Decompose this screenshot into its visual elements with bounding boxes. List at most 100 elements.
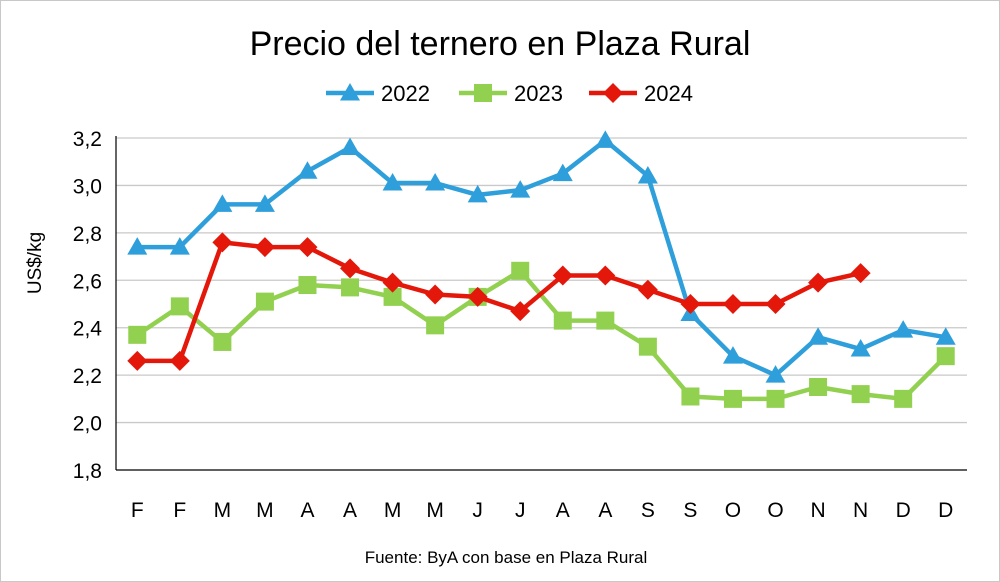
legend-item-2022: 2022: [326, 81, 430, 106]
y-tick-label: 2,6: [73, 270, 102, 293]
legend-marker: [603, 83, 623, 103]
legend-label: 2024: [644, 81, 693, 106]
x-tick-label: O: [767, 499, 783, 522]
series-line-2024: [137, 240, 862, 364]
data-point-2022: [467, 184, 488, 203]
legend-label: 2023: [514, 81, 563, 106]
data-point-2024: [850, 263, 871, 284]
data-point-2022: [340, 137, 361, 155]
x-tick-label: N: [853, 499, 868, 522]
data-point-2023: [383, 287, 402, 306]
y-tick-label: 2,8: [73, 223, 102, 246]
y-tick-label: 2,2: [73, 365, 102, 388]
data-point-2023: [851, 385, 870, 404]
data-point-2022: [893, 320, 914, 338]
x-tick-label: D: [938, 499, 953, 522]
y-tick-label: 3,2: [73, 128, 102, 151]
x-tick-label: S: [641, 499, 655, 522]
data-point-2022: [510, 180, 531, 198]
data-point-2024: [765, 294, 786, 314]
data-point-2024: [425, 284, 446, 305]
x-tick-label: M: [256, 499, 274, 522]
data-point-2022: [127, 237, 148, 255]
y-tick-labels: 1,8 2,0 2,2 2,4 2,6 2,8 3,0 3,2: [73, 128, 103, 483]
data-point-2024: [722, 294, 743, 314]
data-point-2023: [511, 261, 530, 280]
series-group: [127, 130, 956, 408]
data-point-2023: [809, 378, 828, 396]
data-point-2024: [808, 272, 829, 293]
data-point-2023: [213, 332, 232, 351]
data-point-2022: [722, 346, 743, 364]
x-tick-label: A: [598, 499, 612, 522]
data-point-2023: [341, 278, 360, 297]
gridlines: [116, 137, 967, 424]
data-point-2023: [128, 325, 147, 344]
y-tick-label: 2,4: [73, 318, 103, 341]
axes: [115, 136, 967, 471]
y-tick-label: 2,0: [73, 413, 102, 436]
data-point-2022: [765, 365, 786, 383]
data-point-2023: [426, 316, 445, 335]
y-axis-label: US$/kg: [25, 232, 46, 294]
series-2023: [128, 261, 955, 408]
data-point-2024: [680, 294, 701, 314]
data-point-2024: [467, 286, 488, 307]
data-point-2023: [170, 297, 189, 316]
data-point-2022: [850, 339, 871, 357]
data-point-2022: [595, 130, 616, 148]
legend-marker: [474, 84, 492, 102]
data-point-2022: [297, 161, 318, 179]
data-point-2023: [766, 389, 785, 408]
data-point-2022: [254, 194, 275, 212]
data-point-2022: [425, 173, 446, 191]
data-point-2023: [723, 389, 742, 408]
data-point-2023: [681, 387, 700, 406]
x-tick-label: S: [683, 499, 697, 522]
data-point-2024: [382, 272, 403, 293]
data-point-2022: [808, 327, 829, 345]
x-tick-label: A: [343, 499, 357, 522]
source-note: Fuente: ByA con base en Plaza Rural: [365, 548, 648, 567]
x-tick-label: N: [810, 499, 825, 522]
data-point-2024: [340, 258, 361, 279]
series-2022: [127, 130, 956, 383]
data-point-2023: [596, 311, 615, 330]
legend-item-2023: 2023: [459, 81, 563, 106]
data-point-2022: [212, 194, 233, 212]
data-point-2023: [255, 292, 274, 311]
data-point-2022: [382, 173, 403, 191]
x-tick-label: M: [214, 499, 232, 522]
y-tick-label: 3,0: [73, 175, 102, 198]
data-point-2024: [510, 301, 531, 322]
legend: 2022 2023 2024: [326, 81, 693, 106]
data-point-2023: [638, 337, 657, 356]
data-point-2024: [127, 350, 148, 371]
data-point-2024: [169, 350, 190, 371]
y-tick-label: 1,8: [73, 460, 102, 483]
legend-marker: [340, 83, 360, 101]
data-point-2023: [894, 389, 913, 408]
x-tick-label: J: [515, 499, 526, 522]
x-tick-label: A: [300, 499, 314, 522]
legend-item-2024: 2024: [589, 81, 693, 106]
data-point-2024: [254, 237, 275, 258]
data-point-2023: [936, 347, 955, 366]
series-2024: [127, 232, 871, 371]
data-point-2022: [935, 327, 956, 345]
x-tick-label: F: [173, 499, 186, 522]
legend-label: 2022: [381, 81, 430, 106]
data-point-2024: [297, 237, 318, 258]
x-tick-label: D: [896, 499, 911, 522]
data-point-2022: [552, 163, 573, 182]
x-tick-label: O: [725, 499, 741, 522]
data-point-2024: [595, 265, 616, 286]
x-tick-label: A: [556, 499, 570, 522]
data-point-2024: [212, 232, 233, 253]
x-tick-label: J: [472, 499, 483, 522]
x-tick-label: M: [426, 499, 444, 522]
x-tick-label: F: [131, 499, 144, 522]
